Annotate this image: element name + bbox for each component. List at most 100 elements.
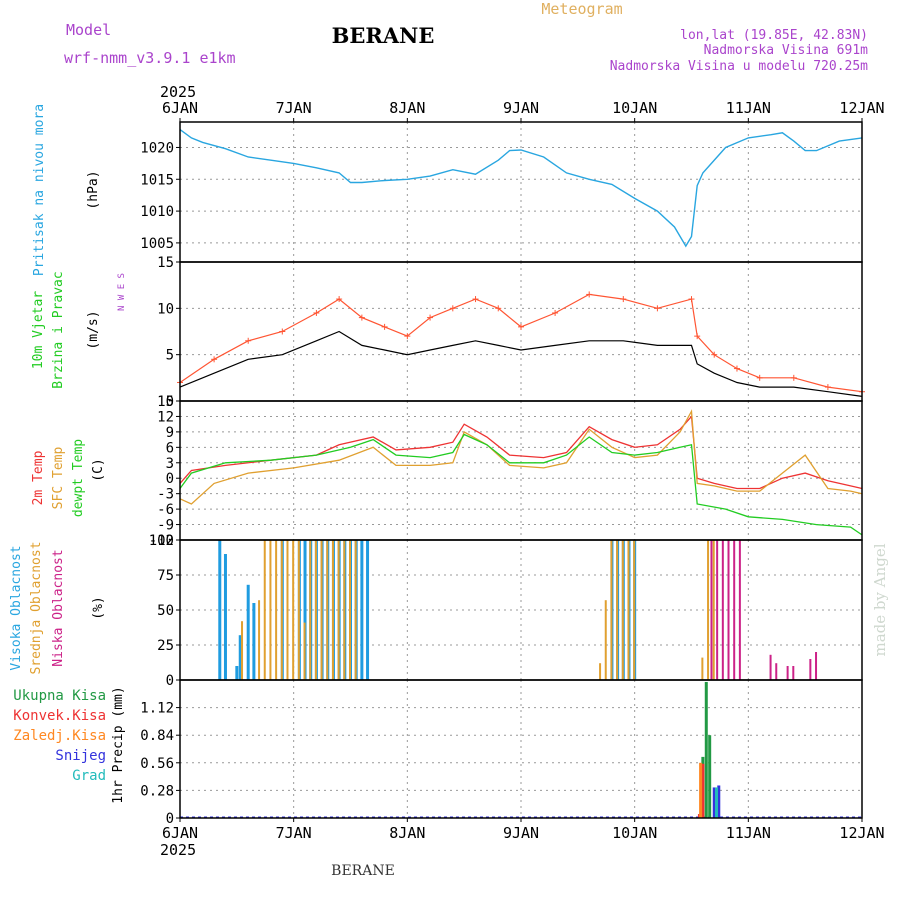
cloud-bar xyxy=(769,654,772,680)
precip-bar xyxy=(717,785,721,818)
x-tick-top: 11JAN xyxy=(726,99,771,117)
data-layer xyxy=(177,129,865,818)
axis-layer: 6JAN 6JAN 7JAN 7JAN 8JAN 8JAN 9JAN 9JAN 10JAN 10J… xyxy=(140,99,884,842)
cloud-label-2: Srednja Oblacnost xyxy=(29,541,44,674)
y-tick-label: 100 xyxy=(149,533,174,549)
cloud-bar xyxy=(246,584,250,680)
y-tick-label: 12 xyxy=(157,409,174,425)
cloud-bar xyxy=(775,663,778,680)
station-title: BERANE xyxy=(332,23,435,48)
x-tick-bottom: 10JAN xyxy=(612,824,657,842)
cloud-bar xyxy=(223,554,227,680)
y-tick-label: 0 xyxy=(166,471,174,487)
cloud-bar xyxy=(599,663,602,680)
precip-bar xyxy=(712,787,716,818)
panel-frame-temperature xyxy=(179,400,863,541)
cloud-bar xyxy=(241,621,244,680)
precip-legend-item: Snijeg xyxy=(55,748,106,764)
y-tick-label: -12 xyxy=(149,533,174,549)
x-tick-bottom: 6JAN xyxy=(162,824,198,842)
cloud-bar xyxy=(343,540,346,680)
model-label: Model xyxy=(66,21,111,39)
x-tick-bottom: 8JAN xyxy=(389,824,425,842)
y-tick-label: -6 xyxy=(157,502,174,518)
cloud-bar xyxy=(303,622,306,680)
wind-gust-line xyxy=(179,293,863,393)
y-tick-label: 1010 xyxy=(140,204,174,220)
year-bottom: 2025 xyxy=(160,841,196,859)
y-tick-label: 15 xyxy=(157,255,174,271)
y-tick-label: 1005 xyxy=(140,236,174,252)
cloud-bar xyxy=(366,540,370,680)
cloud-bar xyxy=(235,666,239,680)
cloud-bar xyxy=(252,603,256,680)
cloud-bar xyxy=(258,600,261,680)
cloud-bar xyxy=(627,540,630,680)
panel-frame-precip xyxy=(179,679,863,819)
y-tick-label: 50 xyxy=(157,603,174,619)
precip-legend-item: Konvek.Kisa xyxy=(13,708,106,724)
cloud-bar xyxy=(320,540,323,680)
cloud-bar xyxy=(633,540,636,680)
footer-station: BERANE xyxy=(331,863,395,879)
elevation: Nadmorska Visina 691m xyxy=(704,43,869,58)
pressure-unit: (hPa) xyxy=(86,170,101,209)
cloud-bar xyxy=(360,540,364,680)
wind-label-2: Brzina i Pravac xyxy=(51,271,66,388)
cloud-bar xyxy=(354,540,357,680)
cloud-bar xyxy=(314,540,317,680)
y-tick-label: 75 xyxy=(157,568,174,584)
cloud-label-3: Niska Oblacnost xyxy=(51,549,66,666)
temp-label-2: SFC Temp xyxy=(51,447,66,510)
y-tick-label: 25 xyxy=(157,638,174,654)
cloud-bar xyxy=(604,600,607,680)
model-name: wrf-nmm_v3.9.1 e1km xyxy=(64,49,236,67)
x-tick-bottom: 12JAN xyxy=(839,824,884,842)
precip-legend-item: Ukupna Kisa xyxy=(13,688,106,704)
x-tick-top: 10JAN xyxy=(612,99,657,117)
y-tick-label: 6 xyxy=(166,440,174,456)
pressure-line xyxy=(179,129,863,248)
cloud-unit: (%) xyxy=(91,596,106,619)
precip-bar xyxy=(704,681,708,818)
precip-bar xyxy=(708,735,712,818)
x-tick-top: 7JAN xyxy=(276,99,312,117)
year-top: 2025 xyxy=(160,83,196,101)
panel-frame-pressure xyxy=(179,121,863,263)
lonlat: lon,lat (19.85E, 42.83N) xyxy=(680,28,868,43)
grid-layer xyxy=(180,122,862,819)
y-tick-label: 1020 xyxy=(140,140,174,156)
cloud-bar xyxy=(337,540,340,680)
meteogram-title: Meteogram xyxy=(541,0,622,18)
wind-label-1: 10m Vjetar xyxy=(31,291,46,369)
cloud-bar xyxy=(710,540,713,680)
x-tick-top: 9JAN xyxy=(503,99,539,117)
cloud-bar xyxy=(275,540,278,680)
cloud-bar xyxy=(621,540,624,680)
x-tick-top: 12JAN xyxy=(839,99,884,117)
y-tick-label: 15 xyxy=(157,394,174,410)
precip-bar xyxy=(715,787,719,818)
x-tick-bottom: 9JAN xyxy=(503,824,539,842)
cloud-bar xyxy=(218,540,222,680)
y-tick-label: 0.28 xyxy=(140,783,174,799)
y-tick-label: 0.56 xyxy=(140,756,174,772)
cloud-bar xyxy=(238,635,242,680)
precip-legend: Ukupna Kisa Konvek.Kisa Zaledj.Kisa Snijeg G… xyxy=(13,688,106,784)
temp-label-3: dewpt Temp xyxy=(71,439,86,517)
cloud-bar xyxy=(733,540,736,680)
wind-unit: (m/s) xyxy=(86,310,101,349)
x-tick-top: 8JAN xyxy=(389,99,425,117)
cloud-bar xyxy=(809,659,812,680)
y-tick-label: -3 xyxy=(157,487,174,503)
cloud-bar xyxy=(815,652,818,680)
cloud-bar xyxy=(727,540,730,680)
cloud-bar xyxy=(269,540,272,680)
cloud-bar xyxy=(280,540,283,680)
y-tick-label: -9 xyxy=(157,518,174,534)
cloud-bar xyxy=(721,540,724,680)
y-tick-label: 9 xyxy=(166,425,174,441)
model-elevation: Nadmorska Visina u modelu 720.25m xyxy=(610,59,868,74)
cloud-bar xyxy=(738,540,741,680)
cloud-bar xyxy=(792,666,795,680)
